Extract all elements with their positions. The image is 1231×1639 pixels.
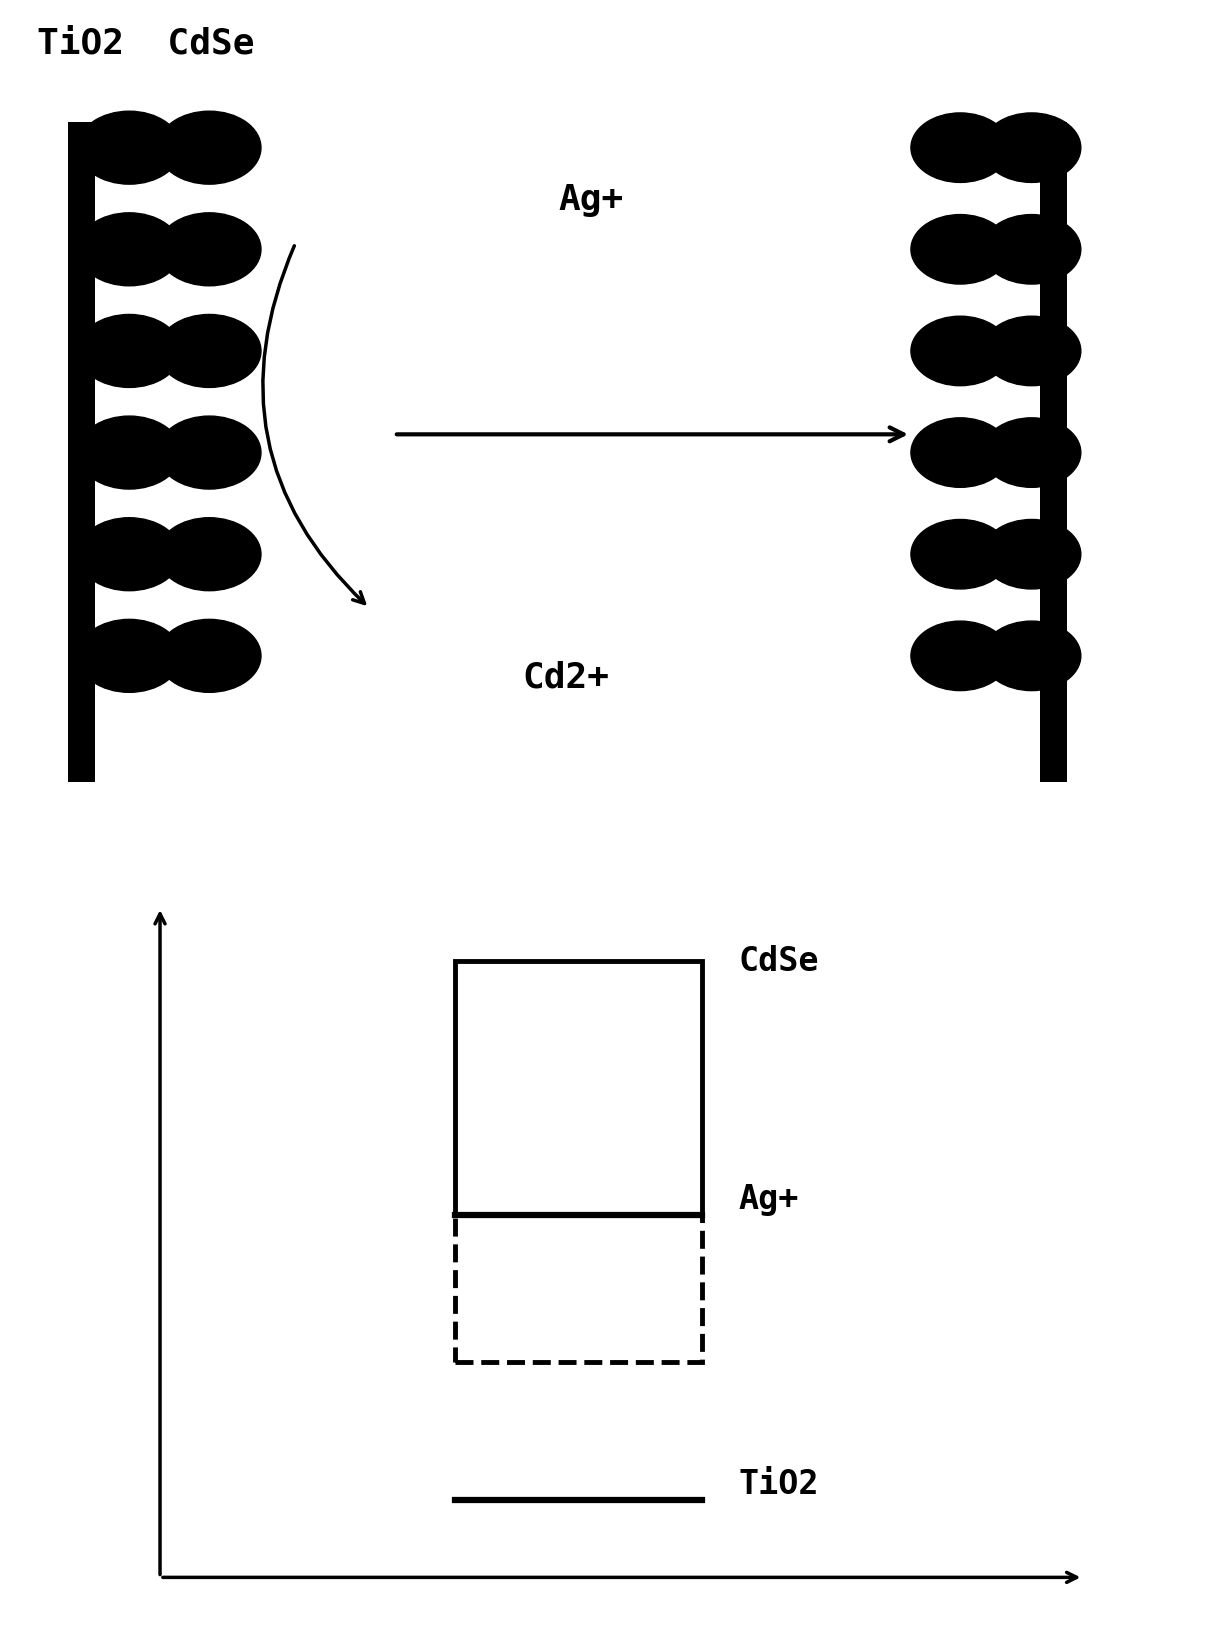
Circle shape (78, 518, 181, 590)
Bar (68, 121, 95, 782)
Text: TiO2  CdSe: TiO2 CdSe (37, 26, 255, 61)
Text: TiO2: TiO2 (739, 1469, 819, 1501)
Circle shape (982, 418, 1081, 487)
Circle shape (911, 215, 1009, 284)
Circle shape (158, 111, 261, 184)
Circle shape (158, 315, 261, 387)
Circle shape (158, 213, 261, 285)
Circle shape (78, 416, 181, 488)
Text: Ag+: Ag+ (558, 184, 624, 216)
Text: CdSe: CdSe (739, 944, 819, 977)
Bar (455, 960, 702, 1216)
Circle shape (158, 620, 261, 692)
Bar (455, 1216, 702, 1362)
Text: Cd2+: Cd2+ (523, 661, 609, 695)
Circle shape (911, 113, 1009, 182)
Circle shape (78, 315, 181, 387)
Circle shape (982, 113, 1081, 182)
Circle shape (982, 215, 1081, 284)
Circle shape (982, 621, 1081, 690)
Text: Ag+: Ag+ (739, 1183, 799, 1216)
Circle shape (911, 621, 1009, 690)
Circle shape (911, 418, 1009, 487)
Circle shape (78, 111, 181, 184)
Circle shape (158, 518, 261, 590)
Circle shape (911, 316, 1009, 385)
Circle shape (78, 620, 181, 692)
Circle shape (158, 416, 261, 488)
Circle shape (982, 316, 1081, 385)
Bar (1040, 121, 1067, 782)
Circle shape (911, 520, 1009, 588)
Circle shape (78, 213, 181, 285)
Circle shape (982, 520, 1081, 588)
